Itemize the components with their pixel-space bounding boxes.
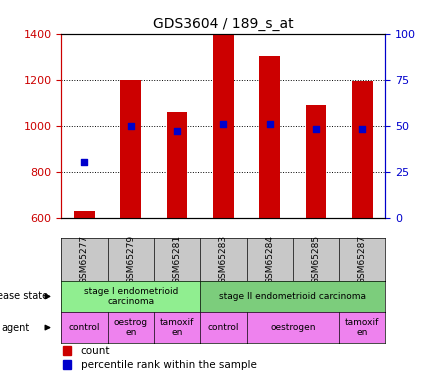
Point [266,121,273,127]
Point [312,126,319,132]
Point [220,121,227,127]
Text: control: control [69,323,100,332]
Point [173,128,180,134]
Text: count: count [81,346,110,356]
Text: tamoxif
en: tamoxif en [160,318,194,337]
Text: control: control [208,323,239,332]
Bar [63,360,71,369]
Text: GSM65277: GSM65277 [80,235,89,284]
Bar [306,105,326,218]
Title: GDS3604 / 189_s_at: GDS3604 / 189_s_at [153,17,294,32]
Text: GSM65284: GSM65284 [265,235,274,284]
Bar [120,80,141,218]
Bar [259,56,280,217]
Text: stage II endometrioid carcinoma: stage II endometrioid carcinoma [219,292,366,301]
Point [359,126,366,132]
Text: stage I endometrioid
carcinoma: stage I endometrioid carcinoma [84,287,178,306]
Bar [74,211,95,218]
Text: tamoxif
en: tamoxif en [345,318,379,337]
Bar [166,112,187,218]
Bar [213,35,234,218]
Text: GSM65281: GSM65281 [173,235,182,284]
Bar [63,346,71,355]
Text: GSM65283: GSM65283 [219,235,228,284]
Text: percentile rank within the sample: percentile rank within the sample [81,360,257,369]
Text: disease state: disease state [0,291,48,302]
Point [127,123,134,129]
Text: oestrog
en: oestrog en [114,318,148,337]
Bar [352,81,373,218]
Text: GSM65287: GSM65287 [358,235,367,284]
Text: agent: agent [1,322,29,333]
Text: GSM65285: GSM65285 [311,235,321,284]
Point [81,159,88,165]
Text: GSM65279: GSM65279 [126,235,135,284]
Text: oestrogen: oestrogen [270,323,316,332]
